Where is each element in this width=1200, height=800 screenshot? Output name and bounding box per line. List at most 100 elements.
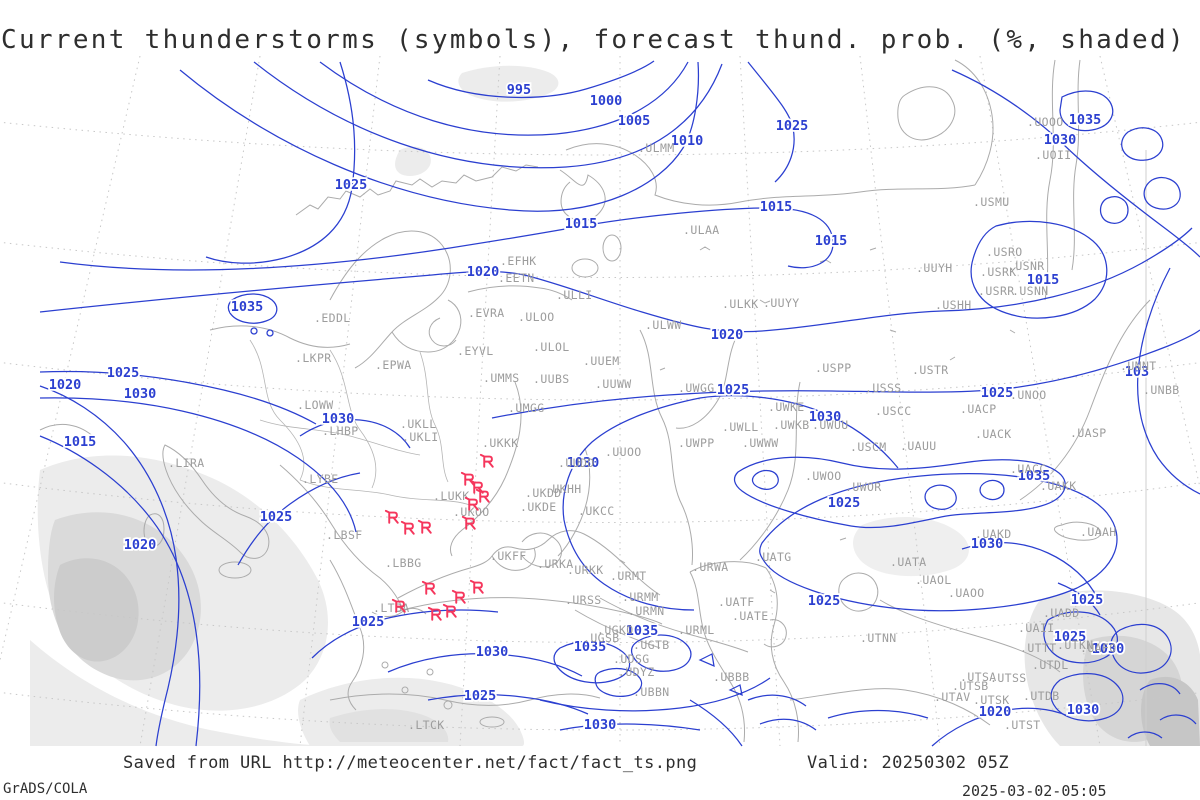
isobar-label: 1010	[671, 133, 704, 149]
isobar-label: 1030	[809, 409, 842, 425]
isobar-label: 1025	[1054, 629, 1087, 645]
isobar-label: 1035	[574, 639, 607, 655]
isobar-label: 1030	[1092, 641, 1125, 657]
isobar-label: 1015	[64, 434, 97, 450]
thunderstorm-symbol	[417, 519, 432, 534]
station-label: .UNBB	[1143, 383, 1180, 397]
isobar-label: 1025	[808, 593, 841, 609]
isobar-label: 1020	[49, 377, 82, 393]
station-label: .LBSF	[326, 528, 363, 542]
station-label: .ULWW	[645, 318, 682, 332]
station-label: .ULMM	[638, 141, 675, 155]
page-title: Current thunderstorms (symbols), forecas…	[1, 25, 1186, 55]
thunderstorm-symbol	[421, 580, 436, 595]
station-label: .UAOO	[948, 586, 985, 600]
isobar-label: 1030	[584, 717, 617, 733]
station-label: .UUYY	[763, 296, 800, 310]
station-label: .URKA	[537, 557, 574, 571]
station-label: .EETN	[498, 271, 535, 285]
station-label: .URSS	[565, 593, 602, 607]
station-label: .UAII	[1018, 621, 1055, 635]
station-label: .EYVL	[457, 344, 494, 358]
isobar-label: 1025	[1071, 592, 1104, 608]
isobar-label: 1025	[981, 385, 1014, 401]
isobar-label: 1030	[124, 386, 157, 402]
station-label: .LBBG	[385, 556, 422, 570]
valid-time-text: Valid: 20250302 05Z	[807, 753, 1010, 773]
station-label: .UUBS	[533, 372, 570, 386]
station-label: .UKLI	[402, 430, 439, 444]
station-label: .UAKD	[975, 527, 1012, 541]
station-label: .UTKN	[1057, 638, 1094, 652]
station-label: .USRO	[986, 245, 1023, 259]
station-label: .UTSA	[960, 670, 997, 684]
station-label: .UKKK	[482, 436, 519, 450]
station-label: .UGKO	[597, 623, 634, 637]
isobar-label: 1035	[626, 623, 659, 639]
station-label: .LHBP	[322, 424, 359, 438]
station-label: .USSS	[865, 381, 902, 395]
isobar-label: 1025	[776, 118, 809, 134]
graticule-layer	[0, 56, 1200, 747]
isobar-label: 1020	[979, 704, 1012, 720]
station-label: .URMN	[628, 604, 665, 618]
station-label: .UMGG	[508, 401, 545, 415]
station-label: .URKK	[567, 563, 604, 577]
isobar-label: 1030	[322, 411, 355, 427]
station-label: .ULOO	[518, 310, 555, 324]
isobar-label: 1015	[760, 199, 793, 215]
station-label: .URMT	[610, 569, 647, 583]
station-label: .UDYZ	[618, 665, 655, 679]
station-label: .LTCK	[408, 718, 445, 732]
station-label: .UOOO	[1027, 115, 1064, 129]
station-label: .UKDD	[525, 486, 562, 500]
station-label: .UWOO	[805, 469, 842, 483]
station-label: .UUEM	[583, 354, 620, 368]
station-label: .UAOL	[915, 573, 952, 587]
station-label: .LUKK	[433, 489, 470, 503]
station-label: .UTNN	[860, 631, 897, 645]
isobar-layer	[39, 60, 1200, 747]
station-label: .LIRA	[168, 456, 205, 470]
isobar-label: 1030	[1044, 132, 1077, 148]
isobar-label: 1030	[567, 455, 600, 471]
station-label: .UATF	[718, 595, 755, 609]
station-label: .UTDB	[1023, 689, 1060, 703]
saved-from-url-text: Saved from URL http://meteocenter.net/fa…	[123, 753, 698, 773]
storm-symbol-layer	[384, 453, 494, 621]
isobar-label: 103	[1125, 364, 1149, 380]
isobar-label: 1015	[815, 233, 848, 249]
station-label: .UWLL	[722, 420, 759, 434]
isobar-label: 1000	[590, 93, 623, 109]
station-label: .UACP	[960, 402, 997, 416]
isobar-label: 1025	[107, 365, 140, 381]
isobar-label: 1025	[260, 509, 293, 525]
station-label: .ULOL	[533, 340, 570, 354]
station-label: .ULAA	[683, 223, 720, 237]
station-label: .UACK	[975, 427, 1012, 441]
isobar-label: 995	[507, 82, 531, 98]
isobar-label: 1025	[352, 614, 385, 630]
station-label: .USRK	[980, 265, 1017, 279]
station-label: .EFHK	[500, 254, 537, 268]
station-label: .UUYH	[916, 261, 953, 275]
isobar-label: 1005	[618, 113, 651, 129]
station-label: .ULLI	[556, 288, 593, 302]
station-label: .UACC	[1010, 462, 1047, 476]
station-label: .UUWW	[595, 377, 632, 391]
station-label: .UWWW	[742, 436, 779, 450]
station-label: .UDSG	[613, 652, 650, 666]
station-label: .URML	[678, 623, 715, 637]
station-label: .UAKK	[1040, 479, 1077, 493]
station-label: .UNNT	[1120, 359, 1157, 373]
station-label: .UAAH	[1080, 525, 1117, 539]
station-label: .USRR	[978, 284, 1015, 298]
station-label: .ULKK	[722, 297, 759, 311]
station-label: .EVRA	[468, 306, 505, 320]
isobar-label: 1030	[476, 644, 509, 660]
thunderstorm-symbol	[427, 606, 442, 621]
isobar-label: 1035	[1069, 112, 1102, 128]
station-label: .LTBA	[373, 601, 410, 615]
isobar-label: 1030	[1067, 702, 1100, 718]
station-label: .UWKB	[773, 418, 810, 432]
